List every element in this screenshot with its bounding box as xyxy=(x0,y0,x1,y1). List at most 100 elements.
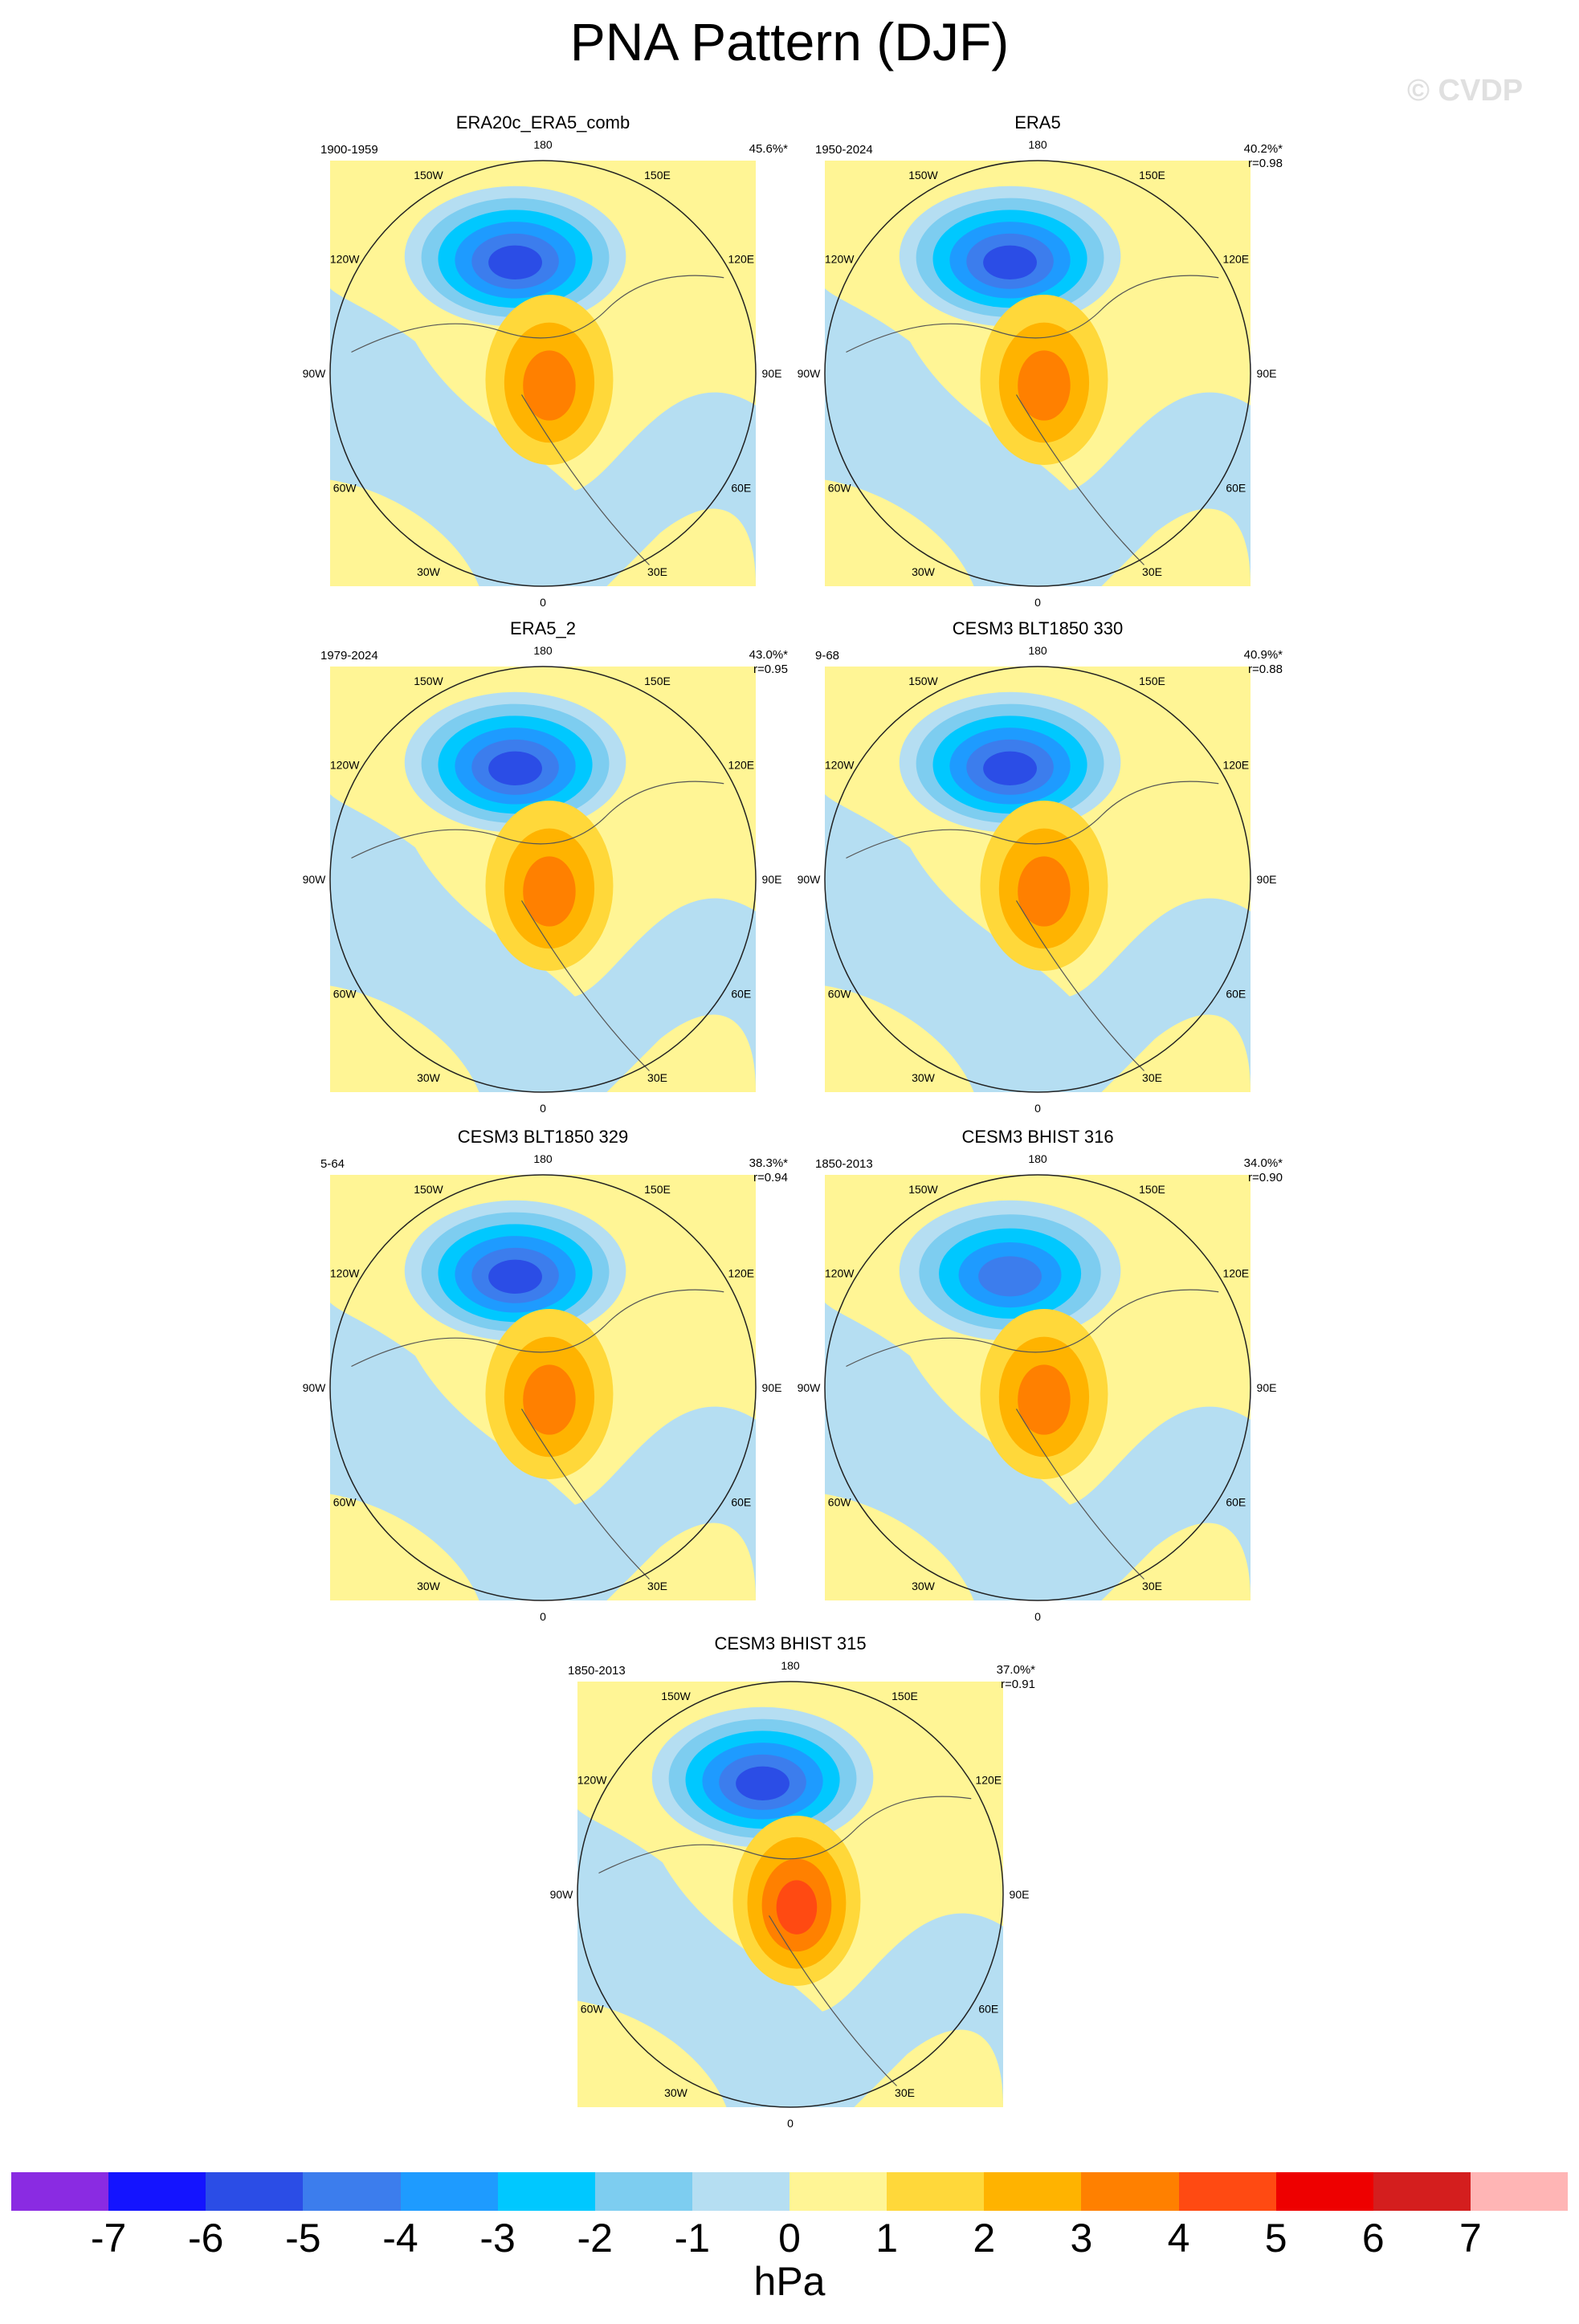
panel-years: 5-64 xyxy=(320,1157,345,1171)
lon-label: 120W xyxy=(825,253,855,266)
lon-label: 150W xyxy=(414,169,443,181)
colorbar-tick-label: -4 xyxy=(382,2216,418,2261)
coastline xyxy=(520,900,650,1071)
map-border xyxy=(329,160,757,587)
colorbar-tick-label: 6 xyxy=(1361,2216,1385,2261)
colorbar-tick-label: 1 xyxy=(875,2216,899,2261)
panel-correlation: r=0.91 xyxy=(1001,1678,1035,1691)
lon-label: 0 xyxy=(1034,1610,1041,1623)
high-contour xyxy=(1018,1364,1071,1435)
lon-label: 150E xyxy=(1139,675,1165,687)
lon-label: 150W xyxy=(661,1690,691,1702)
map-border xyxy=(824,160,1251,587)
coastline xyxy=(351,275,724,353)
contour-field xyxy=(577,1682,1003,2107)
coastline xyxy=(1015,394,1144,565)
colorbar-tick-label: 3 xyxy=(1070,2216,1093,2261)
lon-label: 60E xyxy=(731,988,751,1001)
panel-years: 1900-1959 xyxy=(320,143,378,157)
positive-region xyxy=(606,1523,756,1600)
lon-label: 120W xyxy=(825,1267,855,1280)
coastline xyxy=(768,1915,897,2086)
colorbar-tick-label: 7 xyxy=(1459,2216,1482,2261)
contour-field xyxy=(825,1175,1251,1600)
low-contour xyxy=(978,1256,1042,1297)
polar-panel: 180 150E 120E 90E 60E 30E 0 30W 60W 90W 120W 150W CE… xyxy=(798,1127,1283,1623)
positive-region xyxy=(1101,1014,1251,1092)
lon-label: 60W xyxy=(333,482,357,495)
lon-label: 120E xyxy=(728,759,754,772)
coastline xyxy=(351,781,724,859)
coastline xyxy=(1015,900,1144,1071)
panel-title: ERA20c_ERA5_comb xyxy=(456,112,630,133)
low-contour xyxy=(488,751,542,786)
colorbar-segment xyxy=(1178,2172,1276,2211)
colorbar-segment xyxy=(11,2172,109,2211)
lon-label: 30E xyxy=(1142,565,1162,578)
lon-label: 60E xyxy=(978,2003,998,2016)
colorbar-tick-label: 0 xyxy=(778,2216,801,2261)
panel-percent: 40.2%* xyxy=(1244,142,1283,156)
lon-label: 180 xyxy=(1028,138,1047,151)
positive-region xyxy=(330,1494,479,1600)
panel-percent: 37.0%* xyxy=(997,1663,1036,1677)
panel-percent: 40.9%* xyxy=(1244,648,1283,662)
lon-label: 150W xyxy=(414,1183,443,1196)
positive-region xyxy=(854,2029,1003,2107)
lon-label: 30E xyxy=(1142,1071,1162,1084)
panel-title: CESM3 BLT1850 330 xyxy=(953,618,1123,638)
lon-label: 60W xyxy=(828,1496,852,1509)
lon-label: 90W xyxy=(303,1381,327,1394)
coastline xyxy=(351,1289,724,1368)
panel-title: CESM3 BLT1850 329 xyxy=(458,1127,628,1147)
lon-label: 0 xyxy=(540,1610,546,1623)
panel-years: 1850-2013 xyxy=(568,1664,626,1678)
lon-label: 150E xyxy=(892,1690,918,1702)
colorbar-segment xyxy=(303,2172,401,2211)
lon-label: 30E xyxy=(647,565,667,578)
panel-correlation: r=0.88 xyxy=(1248,663,1283,676)
panel-percent: 34.0%* xyxy=(1244,1156,1283,1170)
colorbar-segment xyxy=(594,2172,692,2211)
polar-panel: 180 150E 120E 90E 60E 30E 0 30W 60W 90W 120W 150W CE… xyxy=(303,1127,789,1623)
coastline xyxy=(846,275,1219,353)
lon-label: 90W xyxy=(798,873,822,886)
lon-label: 90W xyxy=(550,1888,574,1901)
lon-label: 60W xyxy=(333,988,357,1001)
lon-label: 90E xyxy=(1257,1381,1277,1394)
lon-label: 90W xyxy=(798,1381,822,1394)
lon-label: 90W xyxy=(303,873,327,886)
panel-correlation: r=0.94 xyxy=(753,1171,788,1184)
lon-label: 30W xyxy=(417,1580,441,1592)
contour-field xyxy=(330,161,756,586)
lon-label: 30W xyxy=(912,1580,936,1592)
lon-label: 30E xyxy=(647,1580,667,1592)
map-border xyxy=(329,1174,757,1601)
high-contour xyxy=(523,350,576,421)
colorbar-segment xyxy=(692,2172,790,2211)
low-contour xyxy=(736,1766,790,1801)
panel-correlation: r=0.98 xyxy=(1248,157,1283,170)
positive-region xyxy=(606,508,756,586)
lon-label: 60W xyxy=(828,482,852,495)
lon-label: 90E xyxy=(762,367,782,380)
high-contour xyxy=(1018,350,1071,421)
low-contour xyxy=(983,751,1037,786)
panel-title: CESM3 BHIST 315 xyxy=(714,1633,866,1653)
lon-label: 0 xyxy=(540,1102,546,1115)
lon-label: 30E xyxy=(647,1071,667,1084)
colorbar-tick-label: -5 xyxy=(285,2216,321,2261)
panel-correlation: r=0.95 xyxy=(753,663,788,676)
polar-panel: 180 150E 120E 90E 60E 30E 0 30W 60W 90W 120W 150W ER… xyxy=(798,112,1283,609)
colorbar-tick-label: -2 xyxy=(577,2216,613,2261)
lon-label: 90E xyxy=(1010,1888,1030,1901)
lon-label: 180 xyxy=(1028,1152,1047,1165)
lon-label: 60W xyxy=(581,2003,605,2016)
lon-label: 180 xyxy=(1028,644,1047,657)
coastline xyxy=(846,781,1219,859)
lon-label: 120W xyxy=(330,1267,360,1280)
positive-region xyxy=(330,479,479,586)
contour-field xyxy=(330,1175,756,1600)
lon-label: 180 xyxy=(781,1659,800,1672)
lon-label: 180 xyxy=(533,1152,553,1165)
